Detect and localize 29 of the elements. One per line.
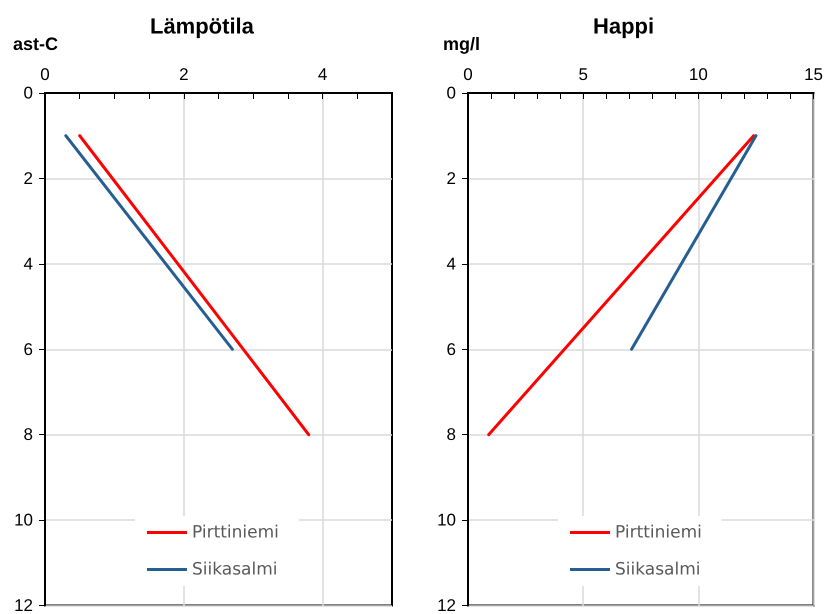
chart-title: Lämpötila <box>150 14 255 38</box>
y-tick-label: 2 <box>446 168 456 188</box>
x-tick-label: 0 <box>463 65 473 84</box>
y-tick-label: 6 <box>446 340 456 359</box>
y-tick-label: 2 <box>24 168 33 188</box>
y-tick-label: 8 <box>446 425 456 444</box>
y-tick-label: 0 <box>446 84 456 102</box>
legend-label: Pirttiniemi <box>192 522 279 542</box>
chart-title: Happi <box>593 14 654 38</box>
y-tick-label: 0 <box>24 84 33 102</box>
y-tick-label: 4 <box>24 254 33 274</box>
y-tick-label: 12 <box>437 596 456 614</box>
y-tick-label: 4 <box>446 254 456 274</box>
x-axis-title: mg/l <box>443 34 480 54</box>
y-tick-label: 12 <box>14 596 33 614</box>
x-tick-label: 2 <box>179 65 189 84</box>
x-tick-label: 4 <box>318 65 328 84</box>
legend-label: Siikasalmi <box>192 560 278 580</box>
x-tick-label: 5 <box>578 65 588 84</box>
legend-label: Siikasalmi <box>615 560 700 580</box>
legend-label: Pirttiniemi <box>615 522 702 542</box>
y-tick-label: 8 <box>24 425 33 444</box>
x-tick-label: 0 <box>40 65 50 84</box>
x-tick-label: 15 <box>804 65 824 84</box>
y-tick-label: 6 <box>24 340 33 359</box>
x-tick-label: 10 <box>688 65 708 84</box>
y-tick-label: 10 <box>14 510 33 530</box>
y-tick-label: 10 <box>437 510 456 530</box>
x-axis-title: ast-C <box>13 34 58 54</box>
